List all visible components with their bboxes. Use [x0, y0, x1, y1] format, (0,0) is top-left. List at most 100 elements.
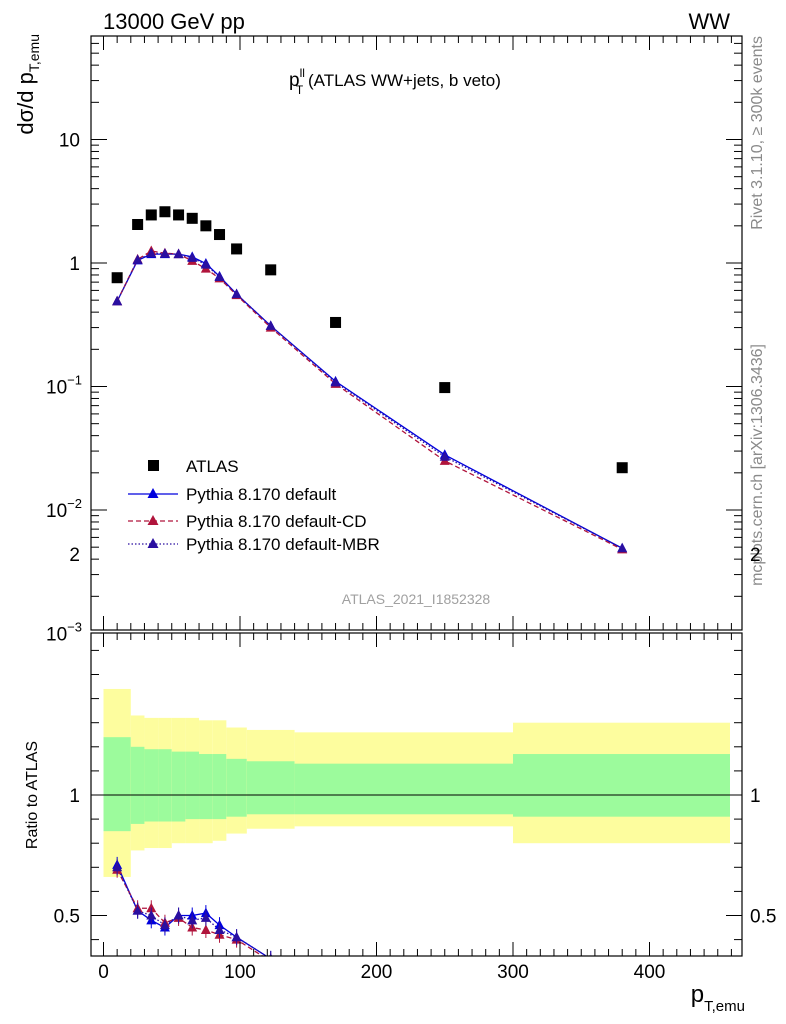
- ratio-marker-2: [231, 931, 242, 942]
- stat-uncertainty-band: [246, 761, 295, 815]
- main-y-axis-label: dσ/d pT,emu: [13, 34, 42, 135]
- stat-uncertainty-band: [158, 749, 172, 822]
- series-marker-3: [439, 451, 450, 461]
- ratio-tick-labels: 0.5 0.5 1 1 2 2 0 100 200 300 400: [54, 545, 777, 983]
- main-y-tick-label: 10−1: [46, 373, 82, 399]
- stat-uncertainty-band: [294, 763, 377, 815]
- ratio-axes: [90, 632, 743, 957]
- ratio-line-2: [116, 867, 268, 956]
- stat-uncertainty-band: [103, 737, 131, 832]
- plot-title: pll T (ATLAS WW+jets, b veto): [289, 66, 501, 97]
- series-marker-3: [112, 295, 123, 306]
- stat-uncertainty-band: [513, 754, 730, 817]
- legend-label-atlas: ATLAS: [186, 457, 239, 476]
- ratio-x-tick-label: 300: [497, 962, 529, 983]
- ratio-points: [112, 856, 273, 956]
- ratio-x-axis-label: pT,emu: [691, 981, 745, 1015]
- header-left: 13000 GeV pp: [103, 9, 245, 34]
- ratio-x-tick-label: 100: [224, 962, 256, 983]
- main-y-tick-label: 1: [69, 254, 80, 275]
- stat-uncertainty-band: [171, 751, 186, 822]
- header-right: WW: [688, 9, 730, 34]
- ratio-curves: [116, 864, 268, 956]
- atlas-point: [330, 316, 342, 328]
- stat-uncertainty-band: [130, 746, 145, 824]
- stat-uncertainty-band: [144, 749, 159, 822]
- legend: ATLAS Pythia 8.170 default Pythia 8.170 …: [128, 457, 380, 554]
- atlas-point: [439, 382, 451, 394]
- legend-label-default: Pythia 8.170 default: [186, 485, 337, 504]
- ratio-marker-2: [214, 924, 225, 934]
- main-curves: [116, 250, 623, 550]
- atlas-point: [173, 209, 185, 221]
- legend-label-cd: Pythia 8.170 default-CD: [186, 512, 367, 531]
- atlas-point: [159, 206, 171, 218]
- ratio-x-tick-label: 200: [361, 962, 393, 983]
- ratio-marker-2: [173, 910, 184, 920]
- series-marker-3: [187, 252, 198, 262]
- ratio-x-tick-label: 0: [98, 962, 109, 983]
- ratio-line-1: [116, 869, 264, 956]
- ratio-marker-1: [270, 955, 271, 956]
- main-y-tick-label: 10−3: [46, 620, 82, 646]
- ratio-y-tick-label-left: 0.5: [54, 907, 80, 928]
- main-y-tick-label: 10: [59, 131, 80, 152]
- legend-marker-atlas: [148, 460, 159, 471]
- ratio-marker-2: [269, 953, 273, 956]
- analysis-watermark: ATLAS_2021_I1852328: [342, 591, 491, 607]
- ratio-bands: [103, 688, 730, 877]
- ratio-x-tick-label: 400: [634, 962, 666, 983]
- rivet-label: Rivet 3.1.10, ≥ 300k events: [749, 36, 766, 230]
- atlas-point: [214, 229, 226, 241]
- legend-marker-cd: [147, 515, 159, 525]
- ratio-y-tick-label-right: 2: [750, 545, 761, 566]
- ratio-y-tick-label-right: 0.5: [750, 907, 776, 928]
- stat-uncertainty-band: [226, 758, 247, 817]
- ratio-marker-1: [200, 924, 211, 934]
- main-panel: 10 1 10−1 10−2 10−3: [46, 35, 743, 646]
- series-marker-3: [146, 247, 157, 258]
- mcplots-label: mcplots.cern.ch [arXiv:1306.3436]: [749, 344, 766, 586]
- atlas-point: [132, 218, 144, 230]
- series-marker-3: [231, 288, 242, 299]
- atlas-point: [616, 462, 628, 474]
- ratio-y-tick-label-left: 2: [69, 545, 80, 566]
- stat-uncertainty-band: [199, 754, 213, 820]
- series-line-3: [116, 252, 623, 549]
- stat-uncertainty-band: [185, 751, 200, 820]
- ratio-marker-2: [112, 861, 123, 872]
- ratio-marker-2: [146, 910, 157, 920]
- series-marker-3: [159, 248, 170, 258]
- ratio-panel: 0.5 0.5 1 1 2 2 0 100 200 300 400: [54, 545, 777, 983]
- ratio-marker-2: [187, 914, 198, 925]
- atlas-point: [265, 264, 277, 276]
- series-line-1: [116, 253, 623, 549]
- legend-marker-default: [147, 488, 159, 498]
- series-marker-3: [330, 376, 341, 387]
- series-marker-3: [173, 248, 184, 259]
- atlas-point: [231, 243, 243, 255]
- atlas-point: [200, 220, 212, 232]
- series-marker-3: [200, 259, 211, 269]
- ratio-marker-2: [132, 905, 143, 915]
- series-marker-3: [132, 254, 143, 264]
- series-marker-3: [617, 542, 628, 553]
- main-frame: [90, 35, 743, 631]
- series-marker-3: [265, 320, 276, 330]
- legend-label-mbr: Pythia 8.170 default-MBR: [186, 535, 380, 554]
- atlas-point: [111, 272, 123, 284]
- legend-marker-mbr: [147, 538, 159, 548]
- ratio-y-tick-label-left: 1: [69, 786, 80, 807]
- main-y-tick-label: 10−2: [46, 496, 82, 522]
- series-marker-3: [214, 271, 225, 282]
- atlas-point: [145, 209, 157, 221]
- main-axes: [90, 35, 743, 631]
- atlas-point: [186, 212, 198, 224]
- stat-uncertainty-band: [376, 763, 513, 815]
- series-line-2: [116, 250, 623, 550]
- main-points: [111, 206, 628, 554]
- main-y-tick-labels: 10 1 10−1 10−2 10−3: [46, 131, 82, 646]
- ratio-y-tick-label-right: 1: [750, 786, 761, 807]
- ratio-line-0: [116, 864, 268, 956]
